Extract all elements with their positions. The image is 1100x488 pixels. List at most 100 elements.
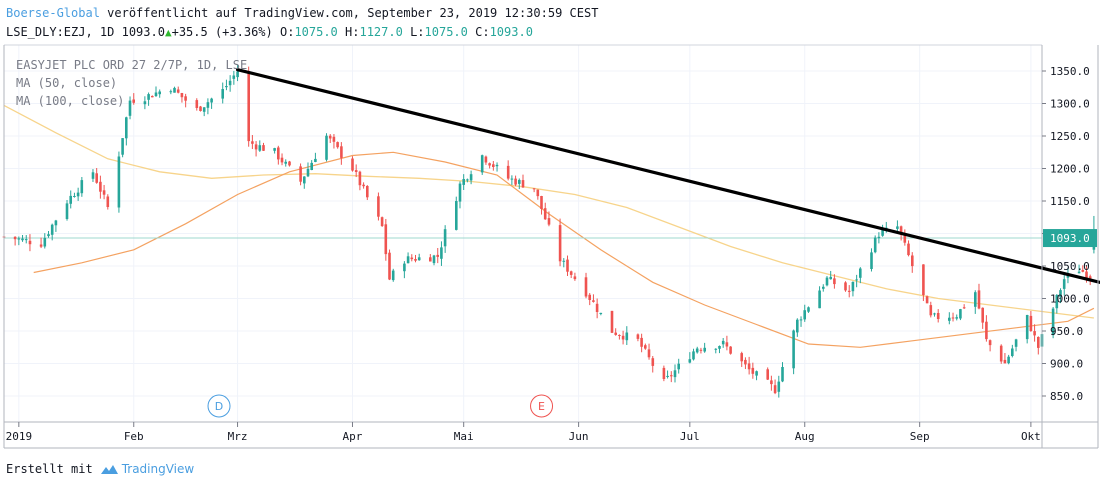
candle[interactable] [859,267,862,284]
candle[interactable] [206,98,210,115]
candle[interactable] [121,138,124,158]
candle[interactable] [699,347,703,354]
candle[interactable] [1062,275,1066,296]
candle[interactable] [380,216,384,228]
candle[interactable] [955,314,958,321]
candle[interactable] [870,248,873,272]
candle[interactable] [532,188,536,193]
event-marker[interactable]: D [207,394,231,418]
candle[interactable] [584,272,588,299]
candle[interactable] [662,365,666,382]
candle[interactable] [225,79,228,91]
candlestick-series[interactable] [2,64,1096,398]
candle[interactable] [340,142,343,165]
candle[interactable] [80,177,84,197]
candle[interactable] [751,362,755,379]
candle[interactable] [692,348,695,361]
candle[interactable] [1055,294,1059,314]
candle[interactable] [847,285,851,298]
candle[interactable] [151,95,154,98]
trendline-drawing[interactable] [235,68,1100,290]
candle[interactable] [102,184,106,200]
candle[interactable] [176,86,180,94]
candle[interactable] [154,86,158,97]
candle[interactable] [855,274,858,288]
candle[interactable] [818,286,821,309]
candle[interactable] [251,135,254,150]
candle[interactable] [974,290,977,314]
candle[interactable] [432,254,436,266]
candle[interactable] [462,174,465,191]
candle[interactable] [1051,307,1055,339]
candle[interactable] [851,281,855,297]
candle[interactable] [725,335,729,351]
candle[interactable] [95,168,98,184]
candle[interactable] [703,342,706,353]
candle[interactable] [73,192,76,198]
candle[interactable] [391,268,395,282]
candle[interactable] [417,253,421,261]
candle[interactable] [484,155,488,165]
candle[interactable] [644,343,647,350]
candle[interactable] [50,223,54,241]
candle[interactable] [1014,338,1018,352]
candle[interactable] [1007,354,1010,365]
candle[interactable] [1081,265,1085,273]
candle[interactable] [17,236,21,246]
candle[interactable] [647,343,651,360]
candle[interactable] [288,160,291,167]
candle[interactable] [673,364,677,383]
candle[interactable] [625,326,629,345]
candle[interactable] [1037,336,1040,355]
candle[interactable] [621,330,625,345]
candle[interactable] [781,362,784,383]
candle[interactable] [907,240,910,257]
candle[interactable] [796,318,799,337]
candle[interactable] [117,151,121,213]
candle[interactable] [128,96,132,120]
candle[interactable] [388,249,391,281]
candle[interactable] [1011,344,1014,358]
candle[interactable] [903,229,907,246]
candle[interactable] [573,272,577,281]
candle[interactable] [69,190,72,209]
ma100-legend[interactable]: MA (100, close) [16,94,125,108]
candle[interactable] [306,162,310,178]
candle[interactable] [480,154,484,175]
candle[interactable] [747,356,751,375]
candle[interactable] [13,236,17,246]
candle[interactable] [829,270,832,280]
candle[interactable] [406,252,410,264]
time-axis[interactable]: 2019 Feb Mrz Apr Mai Jun Jul Aug Sep Okt [6,422,1041,443]
author-link[interactable]: Boerse-Global [6,6,100,20]
candle[interactable] [999,344,1003,364]
candle[interactable] [299,163,302,186]
candle[interactable] [718,345,721,354]
candle[interactable] [677,358,680,374]
candle[interactable] [562,258,566,268]
candle[interactable] [877,232,881,244]
candle[interactable] [744,357,747,370]
candle[interactable] [740,351,743,367]
candle[interactable] [332,134,336,149]
candle[interactable] [28,234,32,252]
candle[interactable] [277,145,280,165]
candle[interactable] [99,175,102,199]
candle[interactable] [1003,352,1007,364]
candle[interactable] [125,116,128,146]
candle[interactable] [377,192,380,221]
candle[interactable] [202,107,206,117]
candle[interactable] [825,276,829,287]
candle[interactable] [325,133,328,162]
candle[interactable] [962,304,966,309]
candle[interactable] [91,169,95,182]
candle[interactable] [510,175,514,186]
candle[interactable] [1059,288,1062,304]
candle[interactable] [147,92,150,106]
event-marker[interactable]: E [530,394,554,418]
candle[interactable] [443,225,447,253]
candle[interactable] [911,252,914,273]
candle[interactable] [262,142,265,151]
candle[interactable] [618,334,621,340]
candle[interactable] [714,348,718,354]
